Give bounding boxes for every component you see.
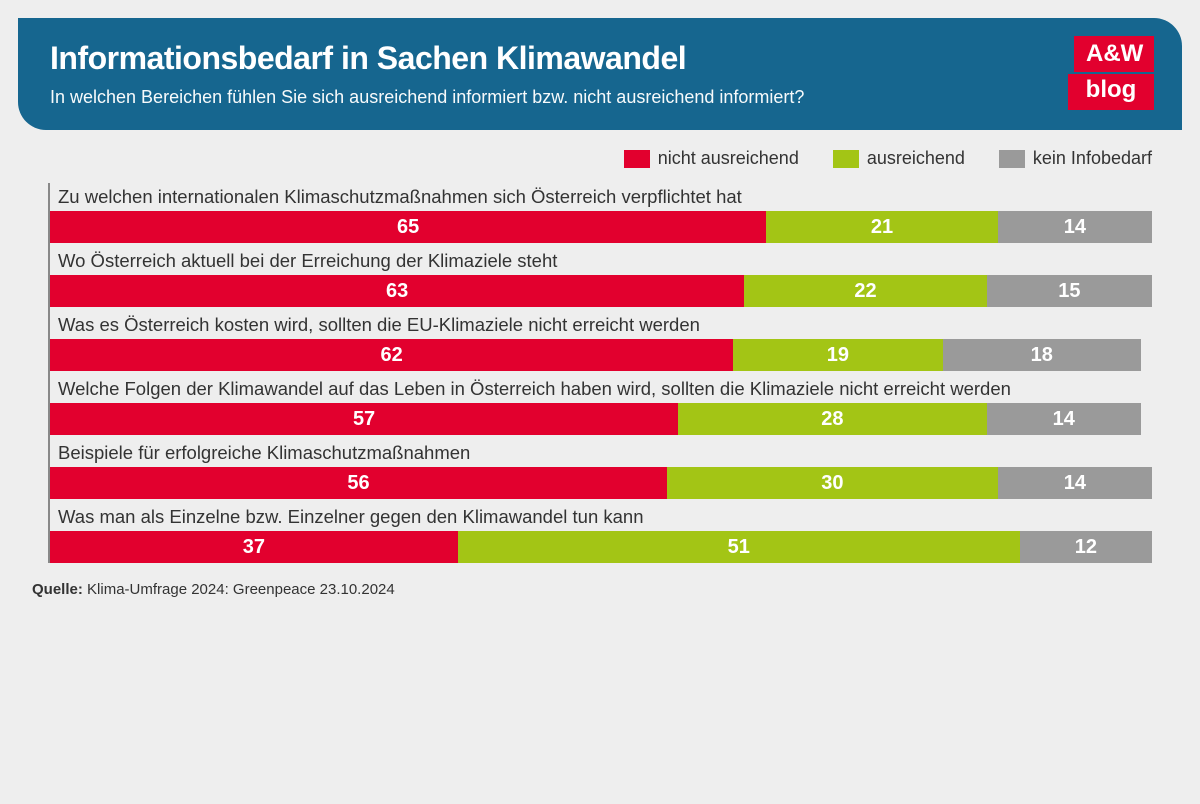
bar-segment: 57 [50, 403, 678, 435]
bar-segment: 14 [998, 211, 1152, 243]
bar-segment: 19 [733, 339, 942, 371]
bar-segment: 21 [766, 211, 997, 243]
legend-swatch-gray [999, 150, 1025, 168]
legend-item: ausreichend [833, 148, 965, 169]
bar-segment: 63 [50, 275, 744, 307]
chart-title: Informationsbedarf in Sachen Klimawandel [50, 40, 1022, 77]
legend-item: kein Infobedarf [999, 148, 1152, 169]
bar-segment: 30 [667, 467, 998, 499]
logo: A&W blog [1074, 36, 1154, 110]
bar-segment: 22 [744, 275, 986, 307]
legend-swatch-green [833, 150, 859, 168]
source-label: Quelle: [32, 581, 83, 598]
bar-segment: 15 [987, 275, 1152, 307]
logo-text-top: A&W [1074, 36, 1154, 72]
legend-label: ausreichend [867, 148, 965, 169]
stacked-bar: 563014 [50, 467, 1152, 499]
legend-label: nicht ausreichend [658, 148, 799, 169]
bar-segment: 18 [943, 339, 1141, 371]
bar-segment: 14 [998, 467, 1152, 499]
bar-segment: 56 [50, 467, 667, 499]
stacked-bar: 652114 [50, 211, 1152, 243]
bar-label: Welche Folgen der Klimawandel auf das Le… [50, 375, 1152, 403]
stacked-bar: 572814 [50, 403, 1152, 435]
stacked-bar: 632215 [50, 275, 1152, 307]
bar-label: Was es Österreich kosten wird, sollten d… [50, 311, 1152, 339]
bar-segment: 51 [458, 531, 1020, 563]
bar-segment: 37 [50, 531, 458, 563]
legend-swatch-red [624, 150, 650, 168]
bar-label: Beispiele für erfolgreiche Klimaschutzma… [50, 439, 1152, 467]
chart-subtitle: In welchen Bereichen fühlen Sie sich aus… [50, 87, 1022, 108]
bar-segment: 14 [987, 403, 1141, 435]
bar-segment: 12 [1020, 531, 1152, 563]
source-text: Klima-Umfrage 2024: Greenpeace 23.10.202… [87, 581, 395, 598]
legend-item: nicht ausreichend [624, 148, 799, 169]
bar-segment: 28 [678, 403, 987, 435]
legend: nicht ausreichend ausreichend kein Infob… [0, 148, 1152, 169]
header-panel: Informationsbedarf in Sachen Klimawandel… [18, 18, 1182, 130]
bar-label: Wo Österreich aktuell bei der Erreichung… [50, 247, 1152, 275]
logo-text-bottom: blog [1068, 74, 1154, 110]
bar-segment: 62 [50, 339, 733, 371]
stacked-bar-chart: Zu welchen internationalen Klimaschutzma… [48, 183, 1152, 563]
legend-label: kein Infobedarf [1033, 148, 1152, 169]
bar-label: Zu welchen internationalen Klimaschutzma… [50, 183, 1152, 211]
bar-segment: 65 [50, 211, 766, 243]
source-line: Quelle: Klima-Umfrage 2024: Greenpeace 2… [32, 581, 1200, 598]
bar-label: Was man als Einzelne bzw. Einzelner gege… [50, 503, 1152, 531]
stacked-bar: 375112 [50, 531, 1152, 563]
stacked-bar: 621918 [50, 339, 1152, 371]
